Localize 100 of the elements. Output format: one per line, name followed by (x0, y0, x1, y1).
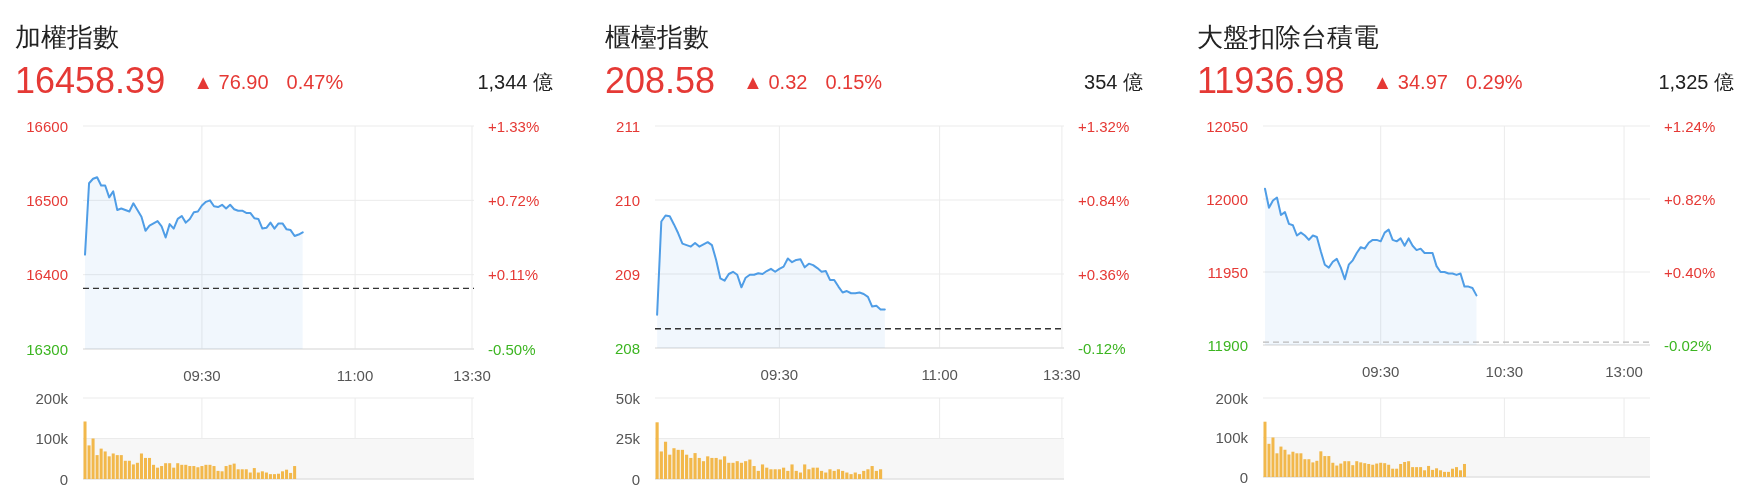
chart-title: 加權指數 (15, 22, 119, 52)
bar (268, 474, 272, 479)
bar (832, 470, 836, 479)
bar (184, 464, 188, 479)
bar (744, 461, 748, 479)
y2-tick-label: +0.82% (1664, 190, 1716, 208)
bar (663, 441, 668, 479)
y-tick-label: 0 (59, 470, 68, 488)
bar (765, 467, 769, 479)
bar (143, 457, 147, 479)
bar (1379, 462, 1383, 477)
bar (248, 472, 252, 479)
y-tick-label: 200k (1215, 389, 1249, 407)
bar (188, 466, 192, 479)
bar (1287, 454, 1291, 477)
bar (1462, 463, 1466, 477)
bar (1263, 421, 1267, 477)
text: 354 億 (1084, 71, 1143, 93)
bar (714, 457, 718, 479)
bar (119, 455, 123, 479)
bar (862, 470, 866, 479)
bar (866, 469, 870, 479)
bar (1455, 467, 1458, 477)
bar (773, 469, 777, 479)
bar (200, 466, 204, 479)
bar (760, 464, 765, 479)
bar (1327, 456, 1331, 477)
bar (819, 470, 824, 479)
bar (710, 457, 714, 479)
text: 1,344 億 (477, 71, 553, 93)
bar (83, 421, 87, 479)
bar (156, 467, 160, 479)
y-tick-label: 100k (35, 430, 69, 447)
y2-tick-label: +0.72% (488, 191, 540, 209)
y2-tick-label: -0.02% (1664, 336, 1712, 354)
bar (224, 466, 228, 479)
bar (718, 459, 722, 479)
y-tick-label: 16500 (26, 191, 68, 209)
y-tick-label: 11900 (1207, 336, 1248, 354)
bar (1435, 468, 1439, 477)
y-tick-label: 16400 (26, 266, 68, 284)
bar (752, 466, 756, 479)
bar (1355, 461, 1359, 477)
bar (841, 470, 845, 479)
bar (735, 461, 739, 479)
chart-title: 櫃檯指數 (605, 22, 709, 52)
bar (240, 469, 244, 479)
bar (1335, 465, 1339, 477)
y-tick-label: 11950 (1207, 263, 1248, 281)
bar (176, 463, 180, 479)
bar (172, 467, 176, 479)
bar (1375, 463, 1379, 477)
bar (1339, 463, 1343, 477)
x-tick-label: 13:00 (1605, 363, 1643, 380)
bar (103, 451, 107, 479)
bar (655, 422, 659, 479)
bar (208, 464, 212, 479)
bar (127, 460, 131, 479)
bar (1279, 446, 1283, 477)
bar (1419, 467, 1423, 477)
bar (811, 467, 815, 479)
y-tick-label: 0 (1239, 468, 1248, 486)
bar (1295, 453, 1299, 477)
bar (1307, 459, 1311, 477)
bar (1427, 465, 1431, 477)
chart-title: 大盤扣除台積電 (1197, 22, 1379, 52)
bar (853, 472, 857, 479)
bar (285, 469, 289, 479)
bar (1423, 470, 1427, 477)
bar (1271, 437, 1275, 477)
bar (1383, 463, 1387, 477)
bar (1371, 464, 1375, 477)
y-tick-label: 211 (616, 117, 640, 135)
bar (1343, 461, 1347, 477)
bar (216, 470, 220, 479)
y2-tick-label: +0.84% (1078, 191, 1130, 209)
bar (272, 474, 276, 479)
bar (1311, 462, 1315, 477)
bar (849, 474, 853, 479)
bar (739, 462, 744, 479)
x-tick-label: 11:00 (336, 367, 374, 384)
bar (1291, 451, 1295, 477)
bar (1395, 468, 1399, 477)
bar (722, 456, 727, 479)
bar (1351, 465, 1355, 477)
bar (260, 471, 264, 479)
y-tick-label: 25k (615, 430, 641, 447)
y-tick-label: 50k (615, 389, 641, 407)
y2-tick-label: +0.40% (1664, 263, 1716, 281)
bar (815, 467, 819, 479)
bar (879, 469, 883, 479)
bar (828, 469, 832, 479)
bar (276, 473, 281, 479)
bar (139, 453, 143, 479)
bar (1391, 468, 1395, 477)
bar (1403, 461, 1407, 477)
bar (777, 469, 781, 479)
bar (212, 466, 216, 479)
bar (131, 464, 135, 479)
bar (706, 456, 710, 479)
